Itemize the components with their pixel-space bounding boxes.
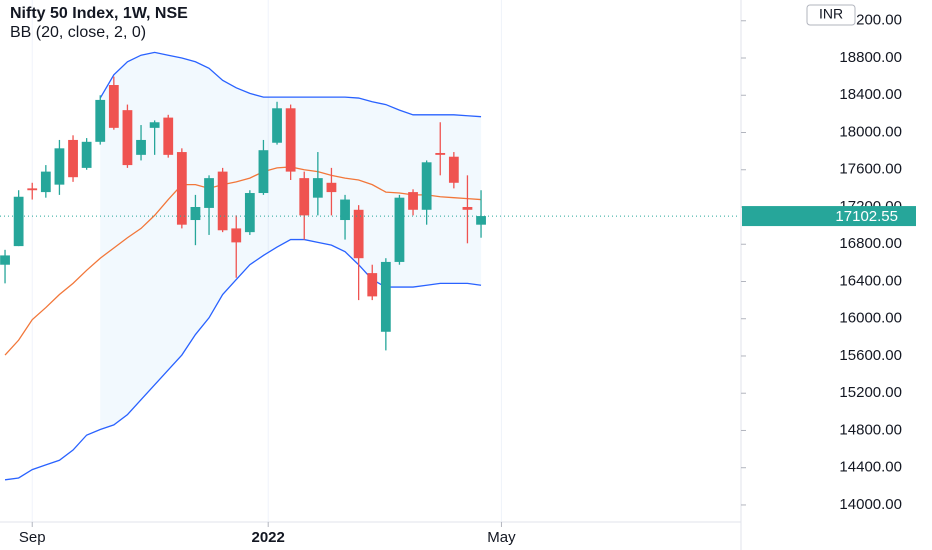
candle-body bbox=[54, 148, 65, 185]
candle-body bbox=[163, 117, 174, 155]
indicator-label: BB (20, close, 2, 0) bbox=[10, 24, 146, 41]
last-price-label: 17102.55 bbox=[835, 208, 898, 225]
candle-body bbox=[408, 192, 418, 210]
candle-body bbox=[217, 171, 228, 231]
lower-band bbox=[4, 238, 482, 481]
overlay: 17102.55 INR bbox=[0, 4, 916, 227]
candle-body bbox=[258, 150, 269, 194]
y-tick-label: 14800.00 bbox=[839, 421, 902, 438]
candle-body bbox=[136, 139, 146, 155]
candle-body bbox=[476, 216, 486, 225]
candle-body bbox=[108, 85, 119, 128]
candles bbox=[0, 76, 486, 351]
band-fill bbox=[100, 52, 482, 430]
candle-body bbox=[448, 156, 459, 183]
candle-body bbox=[13, 196, 24, 247]
candle-body bbox=[353, 209, 364, 259]
bollinger-bands bbox=[4, 51, 482, 481]
y-tick-label: 16800.00 bbox=[839, 235, 902, 252]
candle-body bbox=[326, 182, 337, 193]
candle-body bbox=[231, 228, 242, 243]
candle-body bbox=[367, 273, 378, 297]
candle-body bbox=[176, 152, 187, 225]
y-tick-label: 18400.00 bbox=[839, 86, 902, 103]
candle-body bbox=[272, 108, 282, 143]
grid bbox=[31, 0, 502, 522]
candle-body bbox=[95, 99, 106, 142]
y-tick-label: 18800.00 bbox=[839, 49, 902, 66]
candle-body bbox=[462, 206, 473, 210]
upper-band bbox=[99, 51, 482, 118]
x-tick-label: 2022 bbox=[252, 529, 285, 546]
y-tick-label: 15600.00 bbox=[839, 347, 902, 364]
candle-body bbox=[340, 199, 350, 221]
candle-body bbox=[68, 139, 78, 178]
candle-body bbox=[190, 206, 201, 221]
candle-body bbox=[122, 110, 133, 166]
candle-body bbox=[394, 197, 405, 262]
candle-body bbox=[27, 188, 38, 191]
candle-body bbox=[40, 171, 51, 193]
candle-body bbox=[380, 261, 391, 332]
y-tick-label: 16000.00 bbox=[839, 310, 902, 327]
candle-body bbox=[244, 193, 255, 233]
y-tick-label: 14000.00 bbox=[839, 496, 902, 513]
currency-badge bbox=[806, 4, 856, 26]
y-tick-label: 18000.00 bbox=[839, 123, 902, 140]
candle-body bbox=[81, 141, 92, 168]
candle-body bbox=[204, 178, 214, 208]
candle-body bbox=[435, 152, 446, 155]
x-tick-label: May bbox=[487, 529, 516, 546]
candle-body bbox=[0, 255, 10, 265]
candle-body bbox=[149, 122, 160, 128]
chart-title: Nifty 50 Index, 1W, NSE bbox=[10, 5, 188, 22]
y-tick-label: 14400.00 bbox=[839, 459, 902, 476]
y-tick-label: 15200.00 bbox=[839, 384, 902, 401]
y-tick-label: 17600.00 bbox=[839, 161, 902, 178]
currency-label: INR bbox=[819, 6, 843, 22]
candle-body bbox=[421, 162, 432, 210]
last-price-box bbox=[742, 206, 916, 227]
y-tick-label: 16400.00 bbox=[839, 272, 902, 289]
candle-body bbox=[285, 108, 296, 172]
axes: Sep 2022 May 14000.00 14400.00 14800.00 15200.… bbox=[19, 12, 902, 546]
x-tick-label: Sep bbox=[19, 529, 46, 546]
candle-body bbox=[299, 178, 310, 216]
candle-body bbox=[312, 178, 323, 198]
basis-line bbox=[4, 166, 482, 356]
